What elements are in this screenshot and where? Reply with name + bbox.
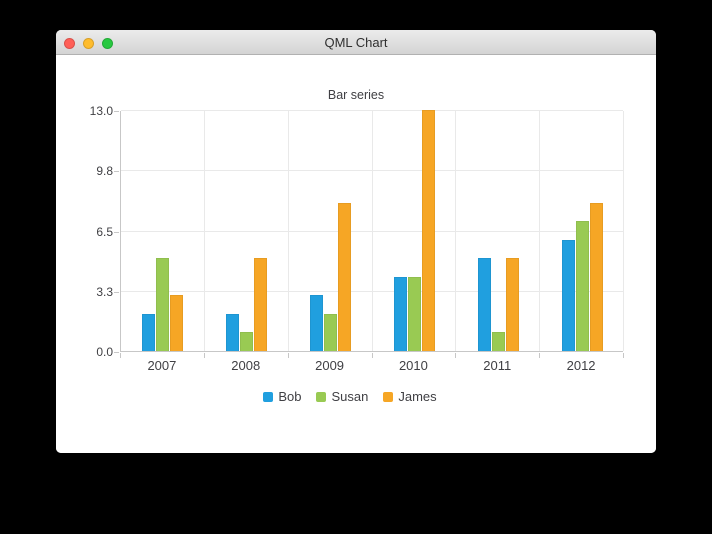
x-axis-tick [120,353,121,358]
bar-bob-2008 [226,314,240,351]
chart-view: Bar series 0.0 3.3 6.5 9.8 13.0 2007 2008 2009 2… [56,55,656,453]
bar-james-2010 [421,110,435,351]
bar-bob-2007 [142,314,156,351]
x-axis-tick [455,353,457,358]
bar-susan-2011 [491,332,505,351]
x-axis-tick [623,353,624,358]
app-window: QML Chart Bar series 0.0 3.3 6.5 9.8 13.0 200… [56,30,656,453]
bar-susan-2012 [575,221,589,351]
bar-bob-2009 [310,295,324,351]
y-axis-tick [114,291,119,293]
x-gridline [623,111,624,351]
y-axis-label: 6.5 [96,224,113,239]
legend-item-susan: Susan [316,389,368,404]
bar-susan-2010 [407,277,421,351]
y-axis-label: 3.3 [96,284,113,299]
y-axis-label: 9.8 [96,164,113,179]
close-button[interactable] [64,38,75,49]
x-gridline [539,111,541,351]
x-gridline [203,111,205,351]
x-axis-label: 2010 [398,358,428,373]
legend-marker-icon [263,391,274,402]
minimize-button[interactable] [83,38,94,49]
traffic-lights [64,38,113,49]
legend-label: James [398,389,437,404]
zoom-button[interactable] [102,38,113,49]
x-axis-label: 2012 [566,358,596,373]
bar-james-2011 [505,258,519,351]
y-gridline [121,110,623,111]
x-axis-label: 2011 [483,358,512,373]
y-axis-tick [114,111,119,112]
bar-susan-2009 [324,314,338,351]
x-gridline [287,111,289,351]
y-axis-tick [114,231,119,233]
bar-susan-2008 [240,332,254,351]
bar-james-2012 [589,203,603,351]
x-axis-tick [203,353,205,358]
legend-item-bob: Bob [263,389,301,404]
legend-marker-icon [316,391,327,402]
legend-marker-icon [383,391,394,402]
chart-title: Bar series [327,88,385,102]
x-axis-tick [287,353,289,358]
y-axis-tick [114,171,119,173]
bar-bob-2011 [477,258,491,351]
y-axis-label: 13.0 [89,104,113,118]
window-titlebar[interactable]: QML Chart [56,30,656,55]
legend-item-james: James [383,389,437,404]
x-axis-tick [371,353,373,358]
x-gridline [371,111,373,351]
bar-james-2007 [170,295,184,351]
bar-james-2008 [254,258,268,351]
legend-label: Bob [278,389,302,404]
x-axis-label: 2008 [231,358,261,373]
y-axis-tick [114,352,119,353]
x-axis-tick [539,353,541,358]
legend-label: Susan [331,389,369,404]
chart-legend: Bob Susan James [56,389,650,404]
bar-bob-2010 [393,277,407,351]
bar-bob-2012 [561,240,575,351]
x-axis-label: 2007 [147,358,177,373]
x-gridline [455,111,457,351]
bar-james-2009 [338,203,352,351]
window-title: QML Chart [324,35,388,50]
x-axis-label: 2009 [315,358,345,373]
plot-area [120,110,624,352]
bar-susan-2007 [156,258,170,351]
y-axis-label: 0.0 [96,345,113,359]
